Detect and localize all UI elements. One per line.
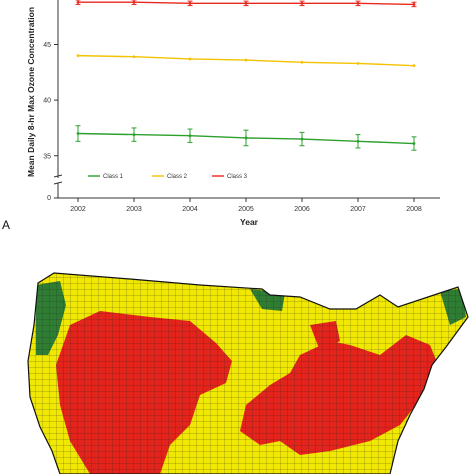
x-tick-label-3: 2005 (238, 206, 254, 213)
y-origin-label: 0 (47, 195, 51, 202)
series-1 (75, 125, 417, 151)
y-tick-label-0: 35 (43, 153, 51, 160)
series-1-point-4 (300, 137, 304, 141)
us-map-body (28, 273, 468, 474)
series-3-point-6 (412, 3, 416, 6)
x-tick-label-4: 2006 (294, 206, 310, 213)
chart-legend: Class 1 Class 2 Class 3 (88, 174, 248, 180)
y-tick-label-2: 45 (43, 42, 51, 49)
x-tick-label-1: 2003 (126, 206, 142, 213)
y-axis-label: Mean Daily 8-hr Max Ozone Concentration (26, 7, 36, 177)
series-2 (76, 54, 416, 68)
series-3-point-0 (76, 0, 80, 4)
series-2-point-3 (244, 58, 248, 62)
series-layer (75, 0, 417, 151)
series-1-point-2 (188, 134, 192, 138)
legend-label-2: Class 2 (167, 174, 188, 180)
x-tick-label-5: 2007 (350, 206, 366, 213)
series-2-point-2 (188, 57, 192, 61)
county-boundaries (28, 273, 468, 474)
series-3-point-4 (300, 1, 304, 5)
us-outline (27, 272, 469, 474)
ozone-class-map (27, 272, 469, 474)
panel-letter: A (2, 218, 10, 232)
series-1-point-1 (132, 133, 136, 137)
series-2-point-6 (412, 64, 416, 68)
legend-label-3: Class 3 (227, 174, 248, 180)
x-tick-label-2: 2004 (182, 206, 198, 213)
series-1-point-3 (244, 136, 248, 140)
y-tick-label-1: 40 (43, 98, 51, 105)
series-2-point-4 (300, 60, 304, 64)
series-3-point-1 (132, 0, 136, 4)
x-ticks: 2002 2003 2004 2005 2006 2007 2008 (70, 198, 422, 213)
y-axis-break-mark (53, 174, 63, 185)
series-2-point-1 (132, 55, 136, 59)
legend-label-1: Class 1 (103, 174, 124, 180)
series-1-point-0 (76, 132, 80, 135)
series-2-point-0 (76, 54, 80, 58)
series-1-point-6 (412, 142, 416, 145)
chart-axes: 0 (47, 0, 440, 202)
x-tick-label-0: 2002 (70, 206, 86, 213)
series-1-point-5 (356, 139, 360, 143)
series-3-point-2 (188, 1, 192, 5)
x-tick-label-6: 2008 (406, 206, 422, 213)
series-3-point-3 (244, 1, 248, 5)
x-axis-label: Year (240, 217, 259, 227)
y-ticks: 35 40 45 (43, 42, 58, 160)
series-3-point-5 (356, 1, 360, 5)
series-3 (75, 0, 417, 8)
series-2-point-5 (356, 62, 360, 65)
